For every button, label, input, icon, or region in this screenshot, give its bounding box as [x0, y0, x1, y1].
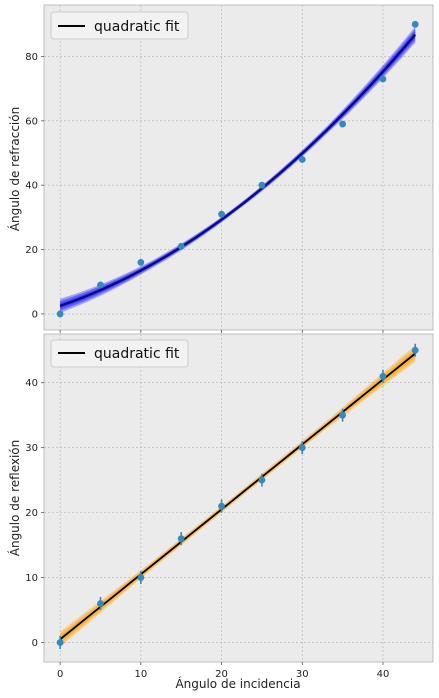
- data-point: [411, 20, 419, 28]
- legend-top: quadratic fit: [50, 11, 189, 40]
- legend-label-bottom: quadratic fit: [94, 346, 180, 362]
- data-point: [339, 411, 347, 419]
- data-point: [56, 639, 64, 646]
- legend-box-top: [50, 11, 189, 40]
- data-point: [379, 372, 387, 380]
- y-tick-label: 20: [25, 245, 38, 256]
- fit-line-bottom: [59, 352, 416, 640]
- data-point: [218, 502, 225, 510]
- x-axis-label: Ángulo de incidencia: [175, 676, 300, 691]
- data-point: [97, 600, 104, 607]
- data-point: [298, 156, 306, 163]
- y-tick-label: 40: [25, 181, 38, 192]
- y-ticks-top: 0 20 40 60 80: [25, 52, 44, 320]
- data-point: [137, 259, 145, 266]
- data-points-top: [56, 20, 419, 318]
- fit-line: [59, 33, 417, 308]
- data-points-bottom: [56, 343, 419, 650]
- grid-bottom: [44, 334, 433, 662]
- data-point: [339, 120, 347, 128]
- legend-box-bottom: [50, 339, 189, 368]
- x-ticks-top: [59, 330, 384, 333]
- grid-top: [44, 5, 433, 330]
- data-point: [218, 210, 225, 218]
- y-tick-label: 30: [25, 443, 38, 454]
- plot-area-top: [43, 4, 434, 331]
- y-tick-label: 40: [25, 378, 38, 389]
- x-tick-label: 30: [296, 669, 309, 680]
- x-tick-label: 0: [57, 669, 63, 680]
- chart-refraccion: 0 20 40 60 80 Ángulo de refracción quadratic…: [7, 4, 434, 333]
- legend-label-top: quadratic fit: [94, 19, 180, 35]
- plot-area-bottom: [43, 333, 434, 663]
- legend-bottom: quadratic fit: [50, 339, 189, 368]
- y-axis-label-bottom: Ángulo de reflexión: [7, 440, 22, 557]
- data-point: [56, 310, 64, 318]
- y-tick-label: 20: [25, 508, 38, 519]
- y-tick-label: 0: [32, 309, 38, 320]
- y-tick-label: 60: [25, 116, 38, 127]
- y-tick-label: 0: [32, 638, 38, 649]
- data-point: [258, 181, 266, 189]
- data-point: [137, 574, 145, 581]
- data-point: [411, 346, 419, 354]
- y-ticks-bottom: 0 10 20 30 40: [25, 378, 44, 649]
- fit-line: [59, 352, 416, 640]
- data-point: [177, 535, 185, 542]
- x-tick-label: 20: [215, 669, 228, 680]
- data-point: [177, 242, 185, 250]
- x-tick-label: 10: [134, 669, 147, 680]
- y-axis-label-top: Ángulo de refracción: [7, 107, 22, 231]
- x-tick-label: 40: [377, 669, 390, 680]
- data-point: [97, 281, 104, 289]
- x-ticks-bottom: 0 10 20 30 40: [57, 662, 389, 680]
- data-point: [258, 476, 266, 484]
- data-point: [379, 75, 387, 83]
- data-point: [298, 444, 306, 452]
- fit-line-top: [59, 33, 417, 308]
- y-tick-label: 10: [25, 573, 38, 584]
- y-tick-label: 80: [25, 52, 38, 63]
